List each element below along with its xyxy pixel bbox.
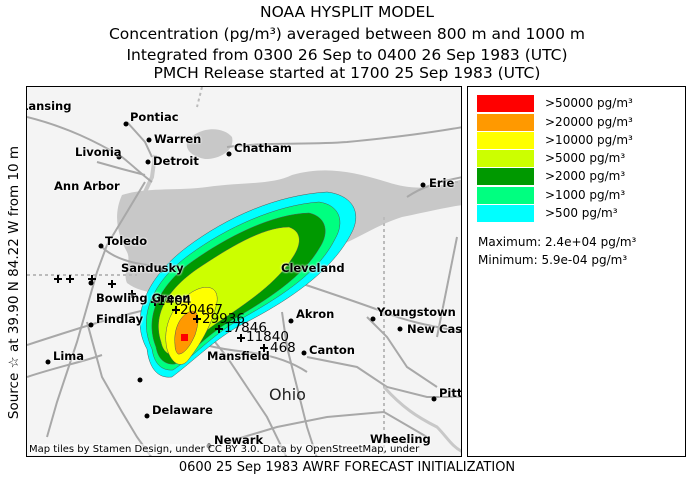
city-label-toledo: Toledo	[105, 234, 148, 248]
city-label-wheeling: Wheeling	[370, 432, 431, 446]
city-label-pontiac: Pontiac	[130, 110, 179, 124]
source-location-label: Source ☆ at 39.90 N 84.22 W from 10 m	[6, 145, 22, 420]
legend-swatch	[477, 95, 534, 112]
forecast-initialization-footer: 0600 25 Sep 1983 AWRF FORECAST INITIALIZ…	[178, 460, 516, 475]
city-label-youngstown: Youngstown	[377, 305, 456, 319]
legend-label: >1000 pg/m³	[545, 188, 626, 202]
city-label-bowling-green: Bowling Green	[96, 291, 191, 305]
region-label-ohio: Ohio	[269, 385, 306, 404]
city-label-new-castle: New Castle	[407, 322, 462, 336]
city-label-erie: Erie	[429, 176, 455, 190]
map-attribution: Map tiles by Stamen Design, under CC BY …	[29, 444, 420, 455]
legend-label: >5000 pg/m³	[545, 151, 626, 165]
sampler-value: 17846	[224, 320, 267, 336]
legend-swatch	[477, 205, 534, 222]
sampler-value: 468	[270, 340, 296, 356]
legend-label: >500 pg/m³	[545, 206, 618, 220]
plume-contours	[139, 191, 357, 378]
sampler-value: 11840	[246, 329, 289, 345]
maximum-stat: Maximum: 2.4e+04 pg/m³	[478, 235, 637, 249]
title-line-4: PMCH Release started at 1700 25 Sep 1983…	[153, 64, 541, 82]
canada-border	[196, 87, 203, 108]
city-label-cleveland: Cleveland	[281, 261, 345, 275]
city-label-findlay: Findlay	[96, 312, 144, 326]
legend-label: >20000 pg/m³	[545, 115, 633, 129]
sampler-markers	[54, 275, 268, 352]
city-label-detroit: Detroit	[153, 154, 199, 168]
sampler-value: 20467	[180, 302, 223, 318]
title-line-1: NOAA HYSPLIT MODEL	[260, 3, 434, 21]
legend-label: >2000 pg/m³	[545, 169, 626, 183]
concentration-legend: >50000 pg/m³ >20000 pg/m³ >10000 pg/m³ >…	[467, 86, 686, 457]
legend-swatch	[477, 168, 534, 185]
city-label-mansfield: Mansfield	[207, 349, 270, 363]
city-label-livonia: Livonia	[75, 145, 122, 159]
sampler-value: 1404	[157, 293, 192, 309]
city-label-lima: Lima	[53, 349, 85, 363]
contour-20000	[174, 310, 199, 355]
city-label-chatham: Chatham	[234, 141, 292, 155]
city-label-lansing: Lansing	[26, 99, 72, 113]
title-line-3: Integrated from 0300 26 Sep to 0400 26 S…	[126, 46, 568, 64]
city-label-newark: Newark	[214, 433, 264, 447]
legend-label: >10000 pg/m³	[545, 133, 633, 147]
legend-swatch	[477, 187, 534, 204]
city-label-canton: Canton	[309, 343, 355, 357]
city-label-sandusky: Sandusky	[121, 261, 184, 275]
concentration-map[interactable]: Lansing Pontiac Warren Livonia Detroit C…	[26, 86, 462, 457]
ohio-river	[382, 385, 461, 453]
city-label-akron: Akron	[296, 307, 335, 321]
basemap	[27, 87, 461, 456]
title-line-2: Concentration (pg/m³) averaged between 8…	[108, 25, 586, 43]
detroit-river	[143, 154, 157, 193]
sampler-value: 29936	[202, 311, 245, 327]
minimum-stat: Minimum: 5.9e-04 pg/m³	[478, 253, 628, 267]
legend-swatch	[477, 132, 534, 149]
legend-swatch	[477, 150, 534, 167]
city-label-ann-arbor: Ann Arbor	[54, 179, 120, 193]
contour-max-cell	[181, 334, 188, 341]
city-label-warren: Warren	[154, 132, 202, 146]
lake-st-clair	[186, 129, 233, 159]
city-label-pittsburgh: Pittsburgh	[439, 386, 462, 400]
city-label-delaware: Delaware	[152, 403, 213, 417]
city-dots	[45, 121, 437, 449]
legend-swatch	[477, 114, 534, 131]
legend-label: >50000 pg/m³	[545, 96, 633, 110]
